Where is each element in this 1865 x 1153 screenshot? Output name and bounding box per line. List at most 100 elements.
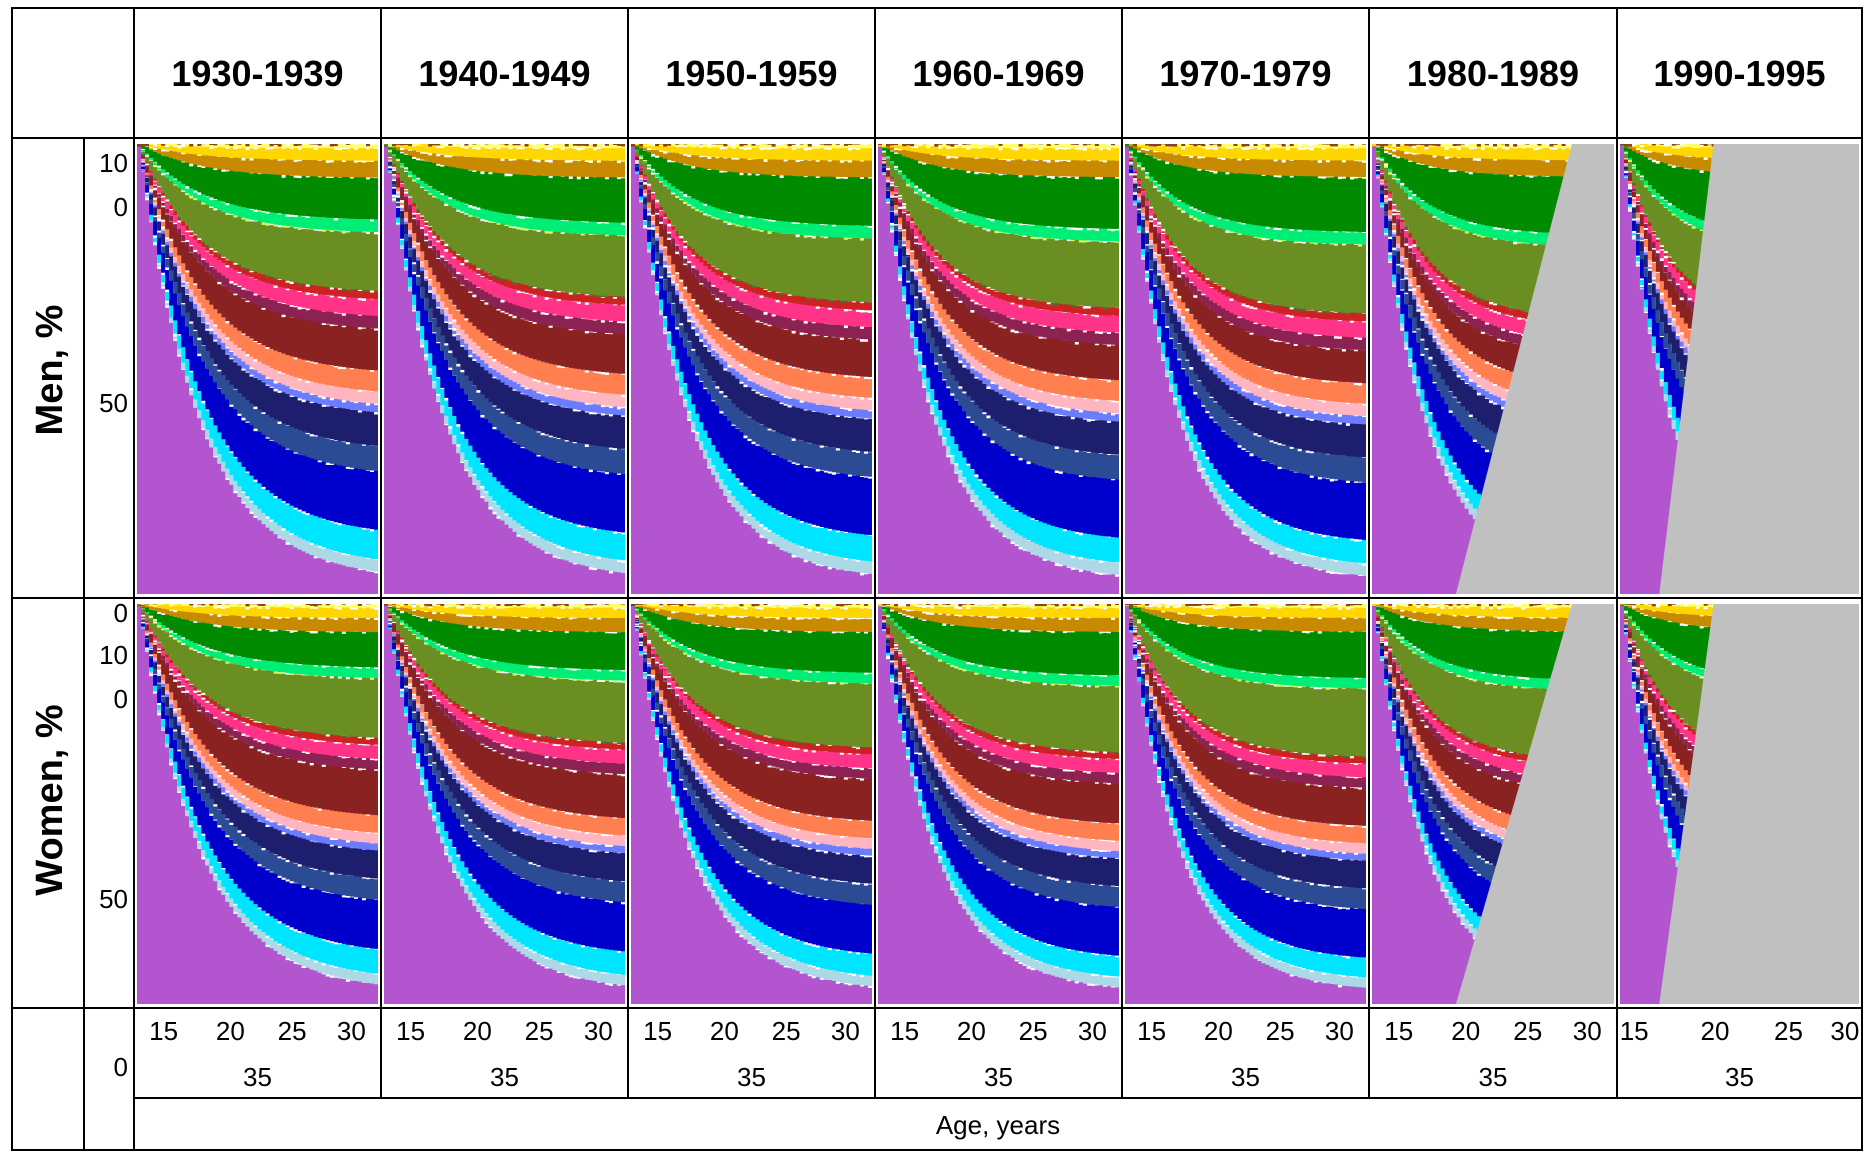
- panel-men-1980-1989: [1372, 144, 1614, 594]
- panel-women-1990-1995: [1620, 604, 1859, 1004]
- state-area: [1372, 144, 1614, 161]
- state-area: [631, 144, 872, 378]
- state-area: [384, 144, 625, 223]
- state-area: [631, 604, 872, 632]
- state-area: [1372, 604, 1614, 607]
- state-area: [137, 144, 378, 161]
- state-area: [631, 144, 872, 536]
- state-area: [631, 604, 872, 618]
- state-area: [384, 604, 625, 743]
- period-header: 1930-1939: [171, 53, 343, 94]
- state-area: [384, 144, 625, 533]
- state-area: [1125, 604, 1366, 618]
- y-tick-label: 50: [99, 884, 128, 914]
- y-tick-label: 0: [114, 598, 128, 628]
- x-tick-label: 25: [525, 1016, 554, 1046]
- state-area: [384, 144, 625, 236]
- state-area: [137, 144, 378, 447]
- state-area: [137, 604, 378, 619]
- state-area: [1372, 144, 1614, 147]
- x-tick-label: 15: [1137, 1016, 1166, 1046]
- x-tick-label: 35: [737, 1062, 766, 1092]
- state-area: [631, 144, 872, 147]
- x-tick-label: 15: [149, 1016, 178, 1046]
- state-area: [1125, 604, 1366, 607]
- period-header: 1990-1995: [1653, 53, 1825, 94]
- panel-women-1930-1939: [137, 604, 378, 1004]
- panel-women-1980-1989: [1372, 604, 1614, 1004]
- state-area: [631, 604, 872, 821]
- x-tick-label: 35: [1231, 1062, 1260, 1092]
- x-tick-label: 30: [831, 1016, 860, 1046]
- state-area: [1372, 604, 1614, 632]
- state-area: [1125, 604, 1366, 679]
- state-area: [1372, 604, 1614, 1004]
- panel-women-1940-1949: [384, 604, 625, 1004]
- y-tick-label: 50: [99, 388, 128, 418]
- panel-women-1950-1959: [631, 604, 872, 1004]
- state-area: [631, 144, 872, 594]
- state-area: [137, 604, 378, 738]
- row-label: Women, %: [29, 704, 71, 895]
- x-tick-label: 15: [1620, 1016, 1649, 1046]
- state-area: [384, 604, 625, 681]
- state-area: [137, 604, 378, 607]
- state-area: [384, 144, 625, 594]
- y-tick-label: 0: [114, 192, 128, 222]
- state-area: [1125, 144, 1366, 147]
- state-area: [137, 144, 378, 594]
- state-area: [878, 144, 1119, 161]
- x-tick-label: 15: [1384, 1016, 1413, 1046]
- state-area: [878, 604, 1119, 632]
- state-area: [384, 144, 625, 297]
- state-area: [384, 604, 625, 952]
- state-area: [137, 144, 378, 149]
- table-grid: [11, 7, 1863, 1151]
- x-tick-label: 35: [984, 1062, 1013, 1092]
- state-area: [878, 144, 1119, 147]
- panel-men-1990-1995: [1620, 144, 1859, 594]
- x-tick-label: 30: [337, 1016, 366, 1046]
- state-area: [384, 604, 625, 619]
- period-header: 1980-1989: [1407, 53, 1579, 94]
- state-area: [631, 144, 872, 178]
- x-tick-label: 20: [1204, 1016, 1233, 1046]
- x-tick-label: 15: [643, 1016, 672, 1046]
- state-area: [1125, 604, 1366, 889]
- state-area: [1125, 604, 1366, 958]
- unobserved-region: [1455, 144, 1614, 594]
- state-area: [384, 144, 625, 178]
- state-area: [137, 144, 378, 531]
- state-area: [631, 604, 872, 748]
- state-area: [878, 604, 1119, 887]
- x-tick-label: 20: [216, 1016, 245, 1046]
- period-header: 1940-1949: [418, 53, 590, 94]
- state-area: [878, 604, 1119, 618]
- x-tick-label: 20: [1701, 1016, 1730, 1046]
- panel-women-1960-1969: [878, 604, 1119, 1004]
- y-tick-label: 0: [114, 1052, 128, 1082]
- x-tick-label: 30: [1830, 1016, 1859, 1046]
- x-tick-label: 25: [772, 1016, 801, 1046]
- x-tick-label: 25: [278, 1016, 307, 1046]
- state-area: [137, 604, 378, 668]
- y-tick-label: 10: [99, 640, 128, 670]
- unobserved-region: [1455, 604, 1614, 1004]
- panel-men-1960-1969: [878, 144, 1119, 594]
- state-area: [1125, 144, 1366, 178]
- x-tick-label: 20: [710, 1016, 739, 1046]
- y-tick-label: 10: [99, 148, 128, 178]
- state-area: [878, 604, 1119, 686]
- x-tick-label: 35: [490, 1062, 519, 1092]
- state-area: [631, 604, 872, 607]
- state-area: [878, 604, 1119, 607]
- state-area: [384, 604, 625, 819]
- table-border: [11, 7, 1863, 1151]
- state-area: [1125, 144, 1366, 594]
- state-area: [137, 144, 378, 233]
- row-label: Men, %: [29, 305, 71, 436]
- x-tick-label: 30: [1325, 1016, 1354, 1046]
- state-area: [137, 604, 378, 679]
- state-area: [1372, 144, 1614, 177]
